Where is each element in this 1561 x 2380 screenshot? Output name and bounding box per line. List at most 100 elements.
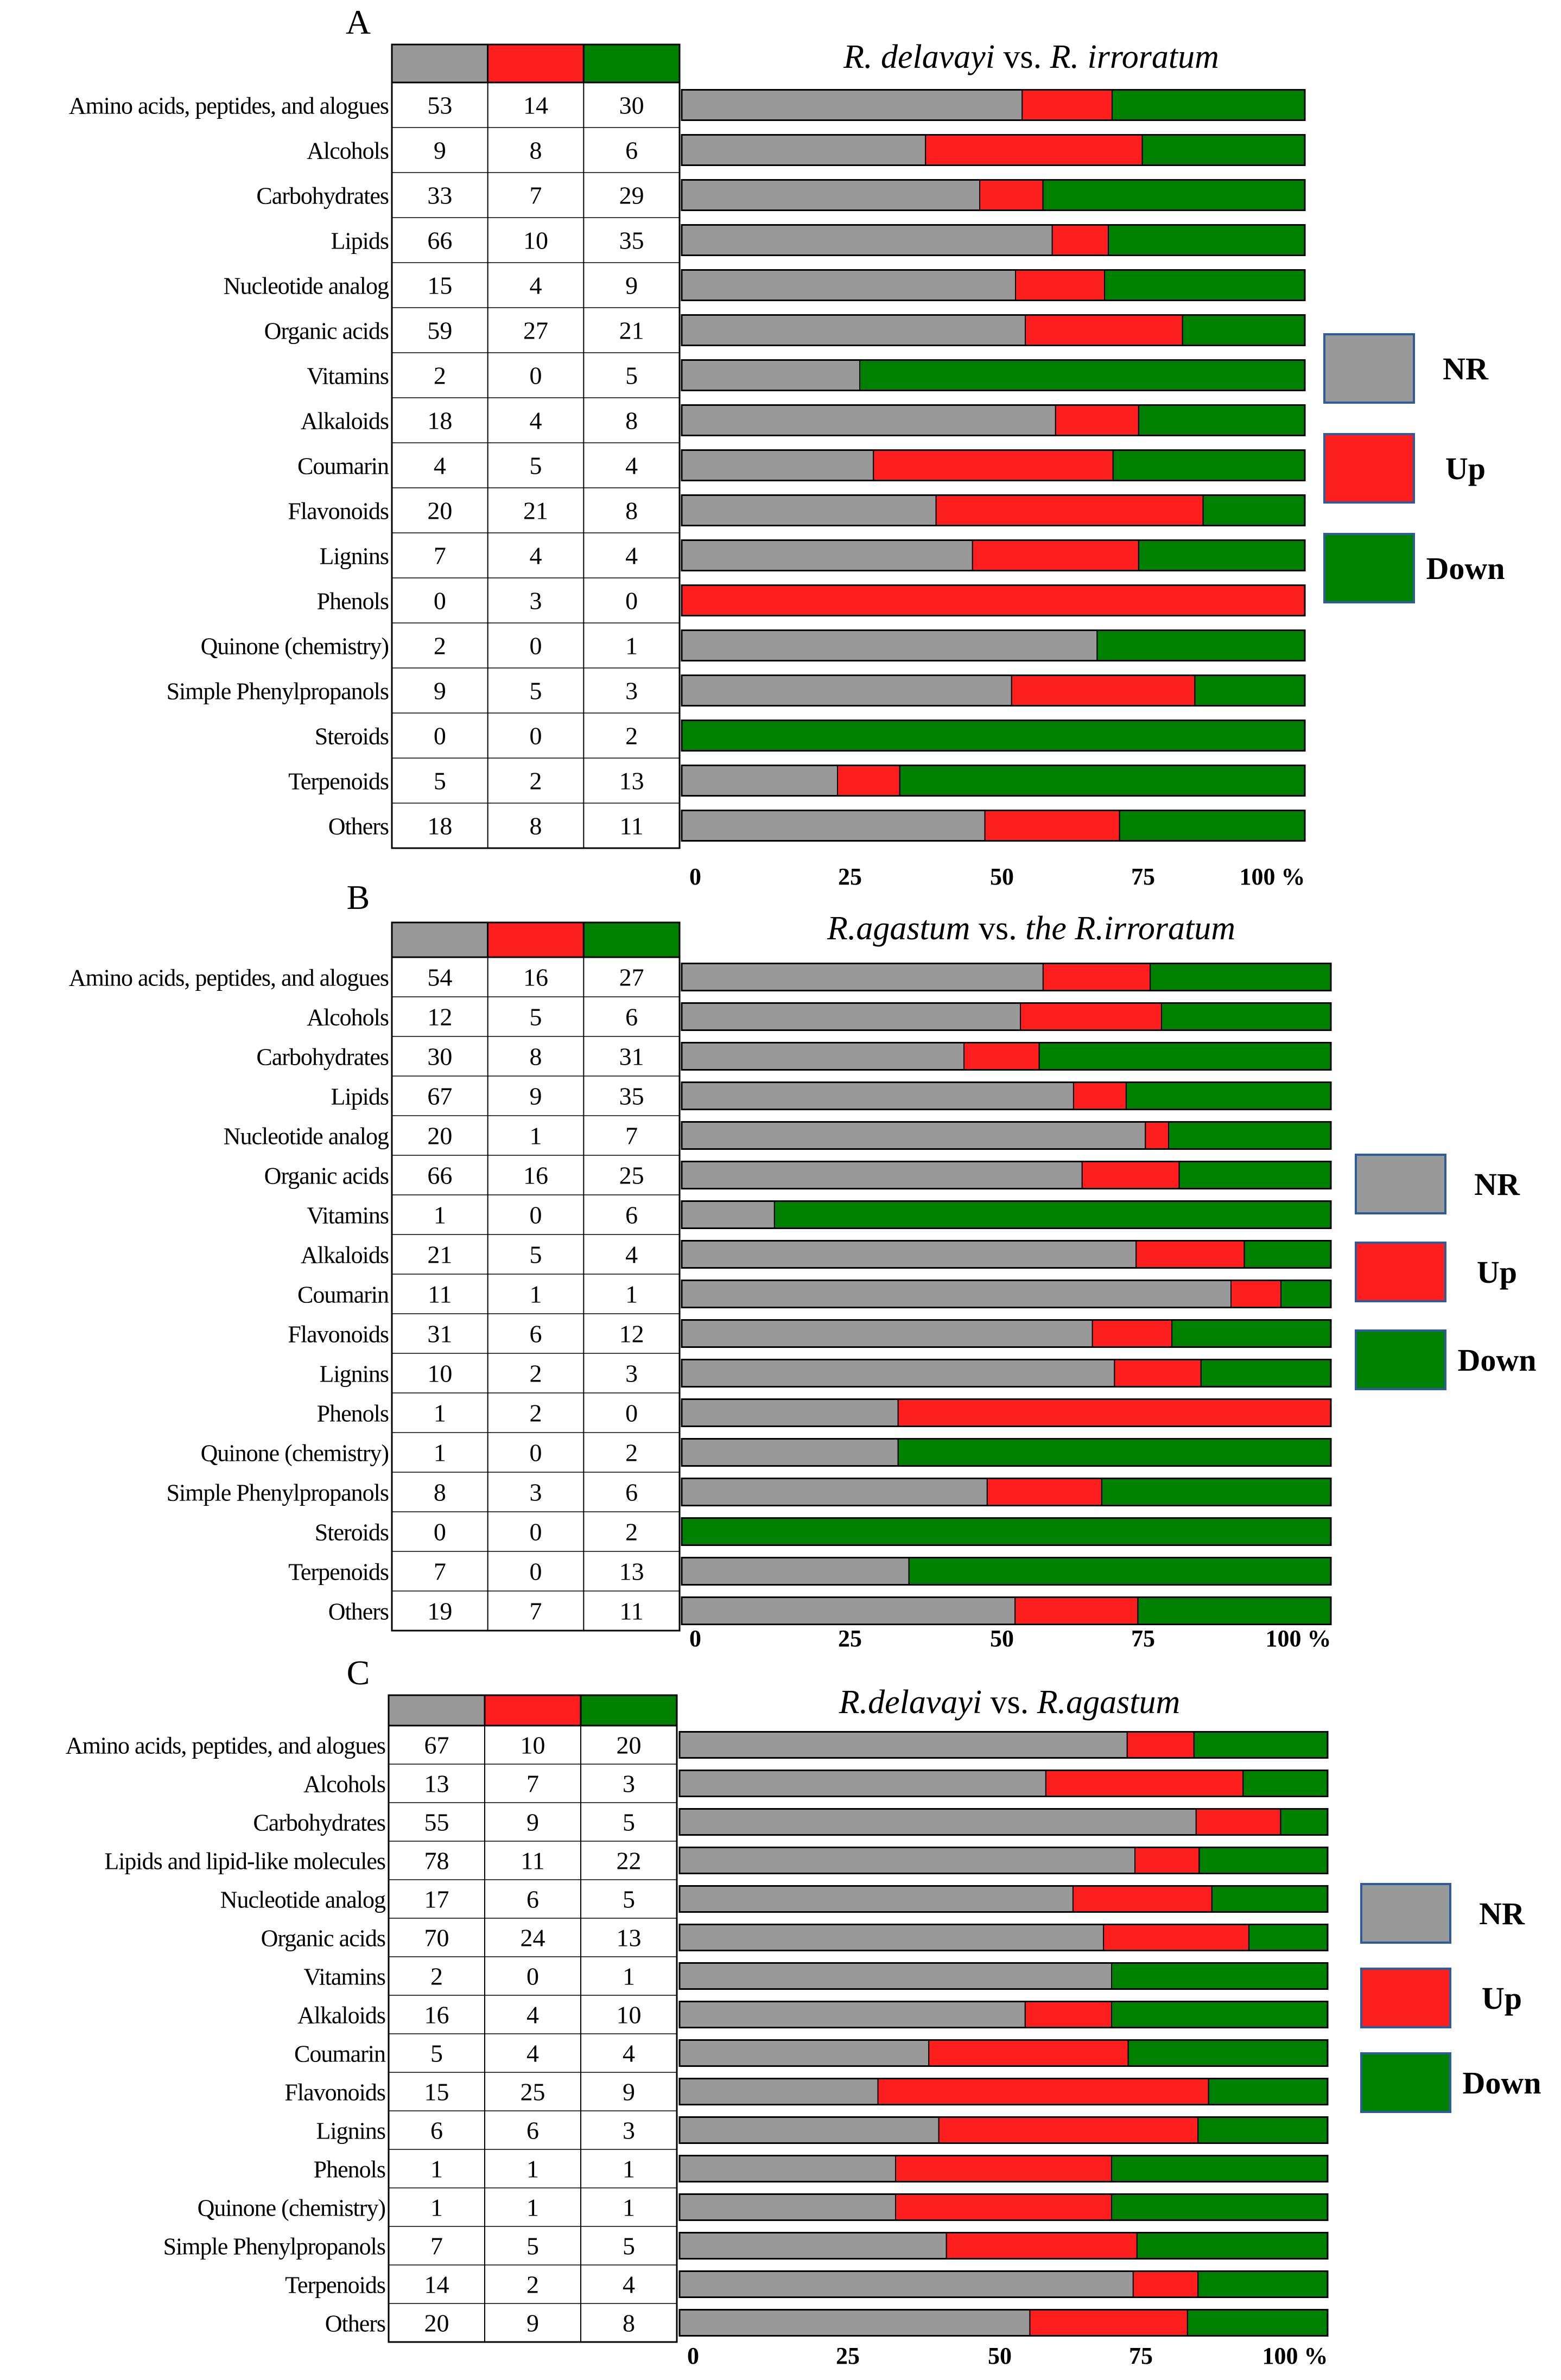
bar-segment-nr (681, 404, 1056, 436)
table-cell-nr: 15 (424, 2078, 449, 2106)
bar-segment-nr (681, 224, 1053, 256)
category-label: Simple Phenylpropanols (167, 678, 389, 705)
table-cell-up: 9 (526, 1809, 539, 1836)
bar-segment-down (1101, 1478, 1331, 1506)
table-cell-up: 5 (530, 677, 542, 705)
category-label: Carbohydrates (256, 1044, 389, 1071)
category-label: Alcohols (307, 1004, 389, 1031)
bar-outline (681, 1478, 1332, 1506)
table-cell-down: 6 (625, 1201, 638, 1229)
bar-segment-up (1072, 1885, 1213, 1913)
bar-segment-nr (681, 1200, 775, 1229)
bar-segment-up (946, 2232, 1138, 2260)
legend-swatch-down (1355, 1329, 1446, 1390)
bar-segment-up (873, 449, 1114, 481)
bar-segment-up (1024, 2001, 1113, 2028)
legend-swatch-nr (1360, 1883, 1451, 1944)
table-cell-up: 5 (526, 2232, 539, 2260)
category-label: Nucleotide analog (220, 1887, 386, 1913)
table-cell-down: 4 (625, 542, 638, 570)
bar-segment-down (1108, 224, 1306, 256)
table-cell-up: 5 (530, 1241, 542, 1269)
bar-segment-down (681, 720, 1305, 752)
bar-segment-up (1126, 1731, 1195, 1759)
bar-segment-up (1134, 1847, 1200, 1874)
bar-outline (681, 269, 1306, 301)
bar-segment-down (1138, 539, 1306, 571)
bar-segment-down (897, 1438, 1331, 1467)
bar-segment-nr (681, 89, 1023, 121)
bar-segment-nr (679, 2270, 1134, 2298)
axis-tick-label: 100 % (1266, 1625, 1331, 1652)
bar-segment-nr (679, 2232, 947, 2260)
bar-segment-nr (681, 765, 838, 797)
category-label: Others (328, 813, 389, 840)
bar-segment-down (1178, 1161, 1332, 1189)
bar-segment-nr (681, 674, 1012, 707)
category-label: Flavonoids (288, 498, 389, 525)
table-cell-nr: 0 (434, 722, 446, 750)
title-species-2: R. irroratum (1050, 39, 1219, 75)
table-cell-up: 6 (526, 2117, 539, 2144)
table-cell-down: 1 (623, 2155, 635, 2183)
category-label: Vitamins (303, 1964, 385, 1990)
table-cell-nr: 0 (434, 1518, 446, 1546)
table-cell-nr: 0 (434, 587, 446, 615)
bar-segment-down (1111, 1962, 1328, 1990)
bar-outline (681, 404, 1306, 436)
category-label: Flavonoids (288, 1321, 389, 1348)
bar-segment-down (1248, 1924, 1328, 1951)
bar-segment-down (1280, 1808, 1329, 1836)
table-cell-down: 0 (625, 1399, 638, 1427)
bar-segment-down (908, 1557, 1331, 1586)
bar-segment-nr (681, 810, 986, 842)
bar-segment-nr (681, 1359, 1115, 1388)
table-header-up (487, 43, 585, 84)
bar-segment-down (1171, 1319, 1331, 1348)
axis-tick-label: 50 (990, 863, 1014, 890)
table-cell-nr: 12 (427, 1003, 452, 1031)
table-cell-down: 35 (619, 1083, 644, 1110)
bar-segment-nr (681, 1081, 1074, 1110)
bar-segment-nr (679, 1808, 1197, 1836)
table-cell-up: 16 (523, 1162, 548, 1189)
category-label: Carbohydrates (256, 183, 389, 209)
table-cell-down: 1 (625, 1281, 638, 1308)
bar-segment-up (877, 2078, 1209, 2105)
table-cell-down: 2 (625, 1439, 638, 1467)
table-cell-down: 31 (619, 1043, 644, 1071)
table-cell-up: 9 (530, 1083, 542, 1110)
bar-outline (681, 1280, 1332, 1308)
title-vs: vs. (970, 910, 1025, 947)
axis-tick-label: 25 (838, 863, 862, 890)
table-cell-up: 1 (530, 1122, 542, 1150)
panel-label: C (347, 1653, 370, 1692)
bar-segment-down (1136, 2232, 1328, 2260)
table-cell-down: 7 (625, 1122, 638, 1150)
bar-segment-nr (681, 1319, 1093, 1348)
bar-segment-nr (681, 963, 1044, 991)
bar-outline (681, 1596, 1332, 1625)
axis-tick-label: 25 (836, 2343, 860, 2369)
table-cell-down: 4 (623, 2040, 635, 2067)
table-cell-up: 8 (530, 137, 542, 164)
table-cell-nr: 78 (424, 1847, 449, 1875)
bar-outline (678, 2309, 1329, 2337)
table-cell-up: 0 (530, 1558, 542, 1586)
legend-swatch-down (1360, 2052, 1451, 2113)
chart-title: R. delavayi vs. R. irroratum (843, 39, 1219, 75)
bar-segment-up (897, 1398, 1331, 1427)
table-frame (391, 81, 681, 849)
bar-segment-nr (679, 2078, 879, 2105)
category-label: Vitamins (307, 1202, 389, 1229)
chart-title: R.agastum vs. the R.irroratum (827, 910, 1235, 947)
table-cell-down: 13 (619, 767, 644, 795)
bar-segment-nr (681, 1002, 1021, 1031)
axis-tick-label: 0 (689, 863, 701, 890)
bar-segment-up (1132, 2270, 1199, 2298)
table-cell-nr: 53 (427, 92, 452, 119)
bar-segment-up (972, 539, 1139, 571)
bar-segment-up (837, 765, 900, 797)
legend-label-down: Down (1457, 1342, 1536, 1378)
